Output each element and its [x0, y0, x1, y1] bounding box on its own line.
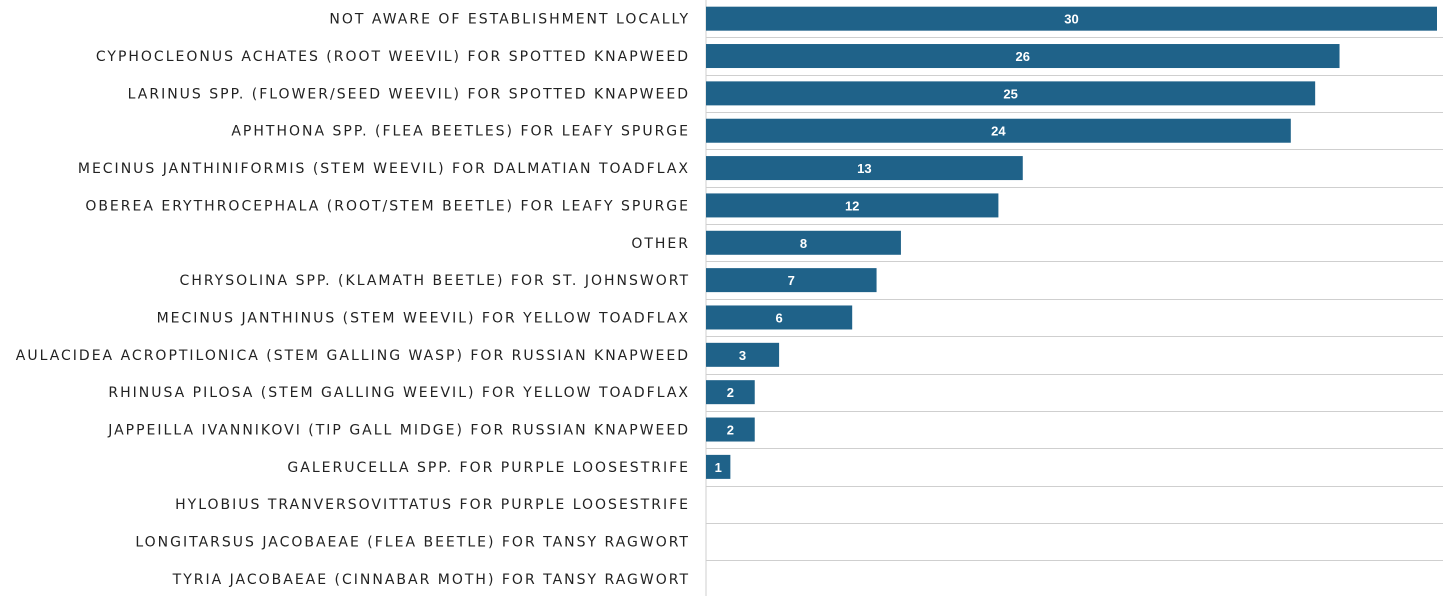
bar	[706, 44, 1340, 69]
category-label: LONGITARSUS JACOBAEAE (FLEA BEETLE) FOR …	[135, 535, 690, 551]
category-label: HYLOBIUS TRANVERSOVITTATUS FOR PURPLE LO…	[175, 497, 690, 513]
bar	[706, 118, 1291, 143]
data-label: 2	[727, 423, 734, 438]
bar	[706, 417, 755, 442]
category-label: MECINUS JANTHINIFORMIS (STEM WEEVIL) FOR…	[78, 161, 690, 177]
bar	[706, 81, 1316, 106]
category-label: CHRYSOLINA SPP. (KLAMATH BEETLE) FOR ST.…	[180, 273, 690, 289]
category-label: JAPPEILLA IVANNIKOVI (TIP GALL MIDGE) FO…	[107, 423, 690, 439]
data-label: 6	[775, 310, 782, 325]
bar	[706, 380, 755, 405]
category-label: APHTHONA SPP. (FLEA BEETLES) FOR LEAFY S…	[231, 124, 690, 140]
data-label: 13	[857, 161, 871, 176]
data-label: 25	[1003, 86, 1017, 101]
category-label: MECINUS JANTHINUS (STEM WEEVIL) FOR YELL…	[157, 310, 690, 326]
data-label: 30	[1064, 12, 1078, 27]
bar	[706, 193, 999, 218]
bar	[706, 230, 901, 255]
category-label: GALERUCELLA SPP. FOR PURPLE LOOSESTRIFE	[287, 460, 690, 476]
data-label: 7	[788, 273, 795, 288]
category-label: AULACIDEA ACROPTILONICA (STEM GALLING WA…	[16, 348, 690, 364]
category-labels: NOT AWARE OF ESTABLISHMENT LOCALLY CYPHOC…	[16, 12, 690, 588]
bar	[706, 454, 731, 479]
bars-layer	[706, 6, 1437, 479]
category-label: NOT AWARE OF ESTABLISHMENT LOCALLY	[329, 12, 690, 28]
data-label: 24	[991, 124, 1006, 139]
data-label: 8	[800, 236, 807, 251]
grid-layer	[705, 0, 1443, 596]
category-label: RHINUSA PILOSA (STEM GALLING WEEVIL) FOR…	[108, 385, 690, 401]
bar	[706, 305, 853, 330]
bar	[706, 6, 1437, 31]
data-label: 26	[1016, 49, 1030, 64]
bar	[706, 156, 1023, 181]
category-label: LARINUS SPP. (FLOWER/SEED WEEVIL) FOR SP…	[128, 86, 690, 102]
category-label: CYPHOCLEONUS ACHATES (ROOT WEEVIL) FOR S…	[96, 49, 690, 65]
data-label: 12	[845, 198, 859, 213]
data-label: 2	[727, 385, 734, 400]
bar	[706, 342, 780, 367]
data-label: 1	[715, 460, 722, 475]
category-label: OBEREA ERYTHROCEPHALA (ROOT/STEM BEETLE)…	[85, 198, 690, 214]
value-labels: 30 26 25 24 13 12 8 7 6 3 2 2 1	[715, 12, 1079, 475]
bar	[706, 268, 877, 293]
category-label: TYRIA JACOBAEAE (CINNABAR MOTH) FOR TANS…	[172, 572, 690, 588]
data-label: 3	[739, 348, 746, 363]
category-label: OTHER	[631, 236, 690, 252]
